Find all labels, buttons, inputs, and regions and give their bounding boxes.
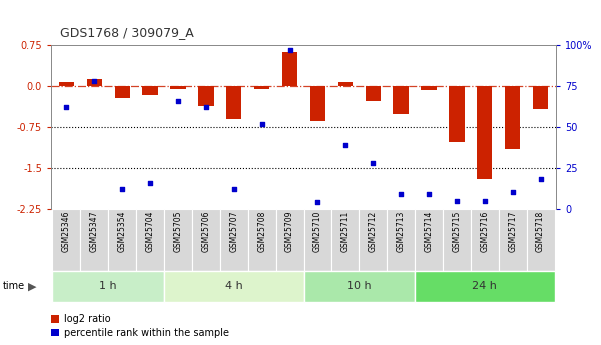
Text: GSM25715: GSM25715 — [453, 210, 462, 252]
Bar — [359, 209, 387, 271]
Bar — [394, 86, 409, 114]
Bar — [499, 209, 526, 271]
Text: GSM25706: GSM25706 — [201, 210, 210, 252]
Bar — [477, 86, 492, 179]
Text: 24 h: 24 h — [472, 282, 497, 291]
Text: GSM25708: GSM25708 — [257, 210, 266, 252]
Text: log2 ratio: log2 ratio — [64, 314, 111, 324]
Point — [535, 176, 545, 182]
Bar — [443, 209, 471, 271]
Text: GSM25709: GSM25709 — [285, 210, 294, 252]
Text: percentile rank within the sample: percentile rank within the sample — [64, 328, 230, 337]
Text: GDS1768 / 309079_A: GDS1768 / 309079_A — [60, 26, 194, 39]
Text: GSM25705: GSM25705 — [174, 210, 183, 252]
Bar — [52, 209, 81, 271]
Bar — [387, 209, 415, 271]
Text: 4 h: 4 h — [225, 282, 243, 291]
Text: 1 h: 1 h — [99, 282, 117, 291]
Point — [117, 186, 127, 192]
Bar — [52, 271, 164, 302]
Text: 10 h: 10 h — [347, 282, 371, 291]
Text: GSM25704: GSM25704 — [145, 210, 154, 252]
Point — [145, 180, 155, 185]
Bar — [304, 271, 415, 302]
Bar — [220, 209, 248, 271]
Bar — [164, 209, 192, 271]
Text: GSM25707: GSM25707 — [229, 210, 238, 252]
Text: GSM25716: GSM25716 — [480, 210, 489, 252]
Bar — [192, 209, 220, 271]
Point — [341, 142, 350, 148]
Bar — [282, 52, 297, 86]
Text: ▶: ▶ — [28, 282, 37, 291]
Text: GSM25713: GSM25713 — [397, 210, 406, 252]
Bar — [415, 209, 443, 271]
Point — [396, 191, 406, 197]
Bar — [276, 209, 304, 271]
Bar — [304, 209, 331, 271]
Bar — [108, 209, 136, 271]
Bar — [254, 86, 269, 89]
Bar — [115, 86, 130, 98]
Point — [62, 105, 72, 110]
Bar — [170, 86, 186, 89]
Bar — [164, 271, 304, 302]
Bar — [198, 86, 213, 106]
Text: GSM25717: GSM25717 — [508, 210, 517, 252]
Text: time: time — [3, 282, 25, 291]
Text: GSM25712: GSM25712 — [369, 210, 378, 252]
Point — [452, 198, 462, 203]
Point — [508, 189, 517, 195]
Text: GSM25714: GSM25714 — [424, 210, 433, 252]
Text: GSM25347: GSM25347 — [90, 210, 99, 252]
Text: GSM25710: GSM25710 — [313, 210, 322, 252]
Point — [201, 105, 211, 110]
Point — [480, 198, 490, 203]
Bar — [526, 209, 555, 271]
Text: GSM25718: GSM25718 — [536, 210, 545, 252]
Bar — [136, 209, 164, 271]
Bar — [248, 209, 276, 271]
Bar — [533, 86, 548, 109]
Bar — [310, 86, 325, 121]
Text: GSM25711: GSM25711 — [341, 210, 350, 252]
Bar — [449, 86, 465, 141]
Bar — [338, 82, 353, 86]
Bar — [415, 271, 555, 302]
Bar — [226, 86, 242, 119]
Bar — [81, 209, 108, 271]
Point — [313, 199, 322, 205]
Point — [257, 121, 266, 126]
Bar — [471, 209, 499, 271]
Text: GSM25354: GSM25354 — [118, 210, 127, 252]
Bar — [59, 82, 74, 86]
Point — [368, 160, 378, 166]
Bar — [421, 86, 437, 90]
Point — [90, 78, 99, 84]
Bar — [142, 86, 158, 95]
Text: GSM25346: GSM25346 — [62, 210, 71, 252]
Bar — [505, 86, 520, 149]
Point — [173, 98, 183, 104]
Bar — [331, 209, 359, 271]
Point — [229, 186, 239, 192]
Point — [424, 191, 434, 197]
Bar — [87, 79, 102, 86]
Bar — [365, 86, 381, 101]
Point — [285, 47, 294, 52]
